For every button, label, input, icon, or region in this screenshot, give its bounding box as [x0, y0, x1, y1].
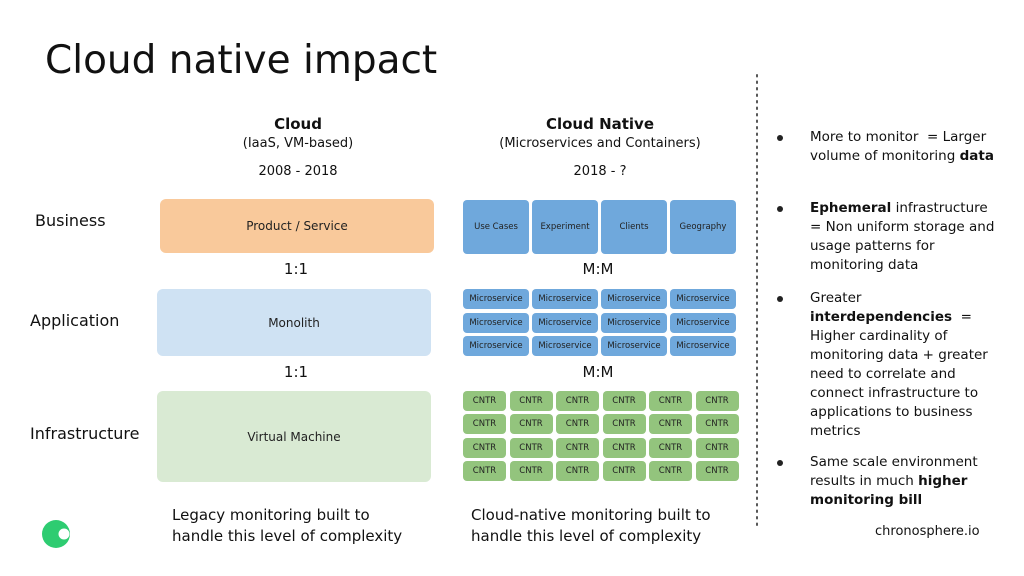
container-tile: CNTR — [695, 460, 739, 481]
container-tile: CNTR — [556, 414, 599, 435]
bullet-segment: Greater — [810, 290, 866, 306]
bullet-text: More to monitor = Larger volume of monit… — [810, 128, 1000, 166]
bullet-segment: data — [959, 148, 994, 164]
business-tile: Clients — [601, 200, 667, 254]
business-tile: Experiment — [532, 200, 598, 254]
container-tile: CNTR — [602, 391, 646, 411]
container-tile: CNTR — [509, 460, 553, 481]
column-years: 2018 - ? — [573, 164, 627, 179]
microservice-tile: Microservice — [670, 289, 736, 309]
bullet-segment: higher monitoring bill — [810, 473, 973, 508]
container-tile: CNTR — [556, 391, 599, 411]
microservice-tile: Microservice — [670, 312, 736, 333]
row-label: Infrastructure — [30, 424, 140, 443]
bullet-dot — [777, 135, 783, 141]
column-subheading: (Microservices and Containers) — [499, 136, 701, 151]
ratio: M:M — [582, 260, 614, 278]
row-label: Application — [30, 311, 120, 330]
bullet-segment: More to monitor = Larger volume of monit… — [810, 129, 991, 164]
bullet-dot — [777, 460, 783, 466]
container-tile: CNTR — [649, 460, 692, 481]
ratio: 1:1 — [283, 260, 309, 278]
bullet-dot — [777, 206, 783, 212]
container-tile: CNTR — [463, 391, 506, 411]
bullet-dot — [777, 296, 783, 302]
bullet-segment: = Higher cardinality of monitoring data … — [810, 309, 993, 439]
bullet-segment: interdependencies — [810, 309, 953, 325]
logo — [42, 520, 70, 548]
infrastructure-box: Virtual Machine — [157, 391, 431, 482]
container-tile: CNTR — [509, 414, 553, 435]
bullet-text: Same scale environment results in much h… — [810, 453, 1000, 510]
bullet-segment: Same scale environment results in much — [810, 454, 982, 489]
bullet-text: Ephemeral infrastructure = Non uniform s… — [810, 199, 1000, 275]
container-tile: CNTR — [463, 437, 506, 458]
column-subheading: (IaaS, VM-based) — [242, 136, 354, 151]
container-tile: CNTR — [509, 391, 553, 411]
container-tile: CNTR — [695, 437, 739, 458]
container-tile: CNTR — [649, 437, 692, 458]
microservice-tile: Microservice — [532, 289, 598, 309]
microservice-tile: Microservice — [601, 312, 667, 333]
application-box: Monolith — [157, 289, 431, 356]
bullet-text: Greater interdependencies = Higher cardi… — [810, 289, 1000, 441]
caption: Cloud-native monitoring built to handle … — [471, 506, 711, 545]
bullet-segment: Ephemeral — [810, 200, 892, 216]
container-tile: CNTR — [602, 460, 646, 481]
container-tile: CNTR — [463, 460, 506, 481]
row-label: Business — [35, 211, 106, 230]
microservice-tile: Microservice — [463, 312, 529, 333]
container-tile: CNTR — [695, 414, 739, 435]
container-tile: CNTR — [556, 437, 599, 458]
business-box: Product / Service — [160, 199, 434, 253]
ratio: M:M — [582, 363, 614, 381]
footer: chronosphere.io — [875, 524, 980, 539]
microservice-tile: Microservice — [532, 336, 598, 356]
container-tile: CNTR — [463, 414, 506, 435]
microservice-tile: Microservice — [601, 289, 667, 309]
column-heading: Cloud Native — [545, 115, 655, 133]
container-tile: CNTR — [602, 414, 646, 435]
container-tile: CNTR — [509, 437, 553, 458]
microservice-tile: Microservice — [601, 336, 667, 356]
title: Cloud native impact — [45, 38, 438, 83]
ratio: 1:1 — [283, 363, 309, 381]
bullet-segment: infrastructure = Non uniform storage and… — [810, 200, 999, 273]
microservice-tile: Microservice — [463, 289, 529, 309]
container-tile: CNTR — [649, 414, 692, 435]
business-tile: Use Cases — [463, 200, 529, 254]
column-years: 2008 - 2018 — [258, 164, 338, 179]
container-tile: CNTR — [602, 437, 646, 458]
microservice-tile: Microservice — [463, 336, 529, 356]
business-tile: Geography — [670, 200, 736, 254]
container-tile: CNTR — [695, 391, 739, 411]
caption: Legacy monitoring built to handle this l… — [172, 506, 403, 545]
container-tile: CNTR — [649, 391, 692, 411]
microservice-tile: Microservice — [532, 312, 598, 333]
logo-cut — [58, 528, 70, 540]
container-tile: CNTR — [556, 460, 599, 481]
column-heading: Cloud — [274, 115, 322, 133]
microservice-tile: Microservice — [670, 336, 736, 356]
